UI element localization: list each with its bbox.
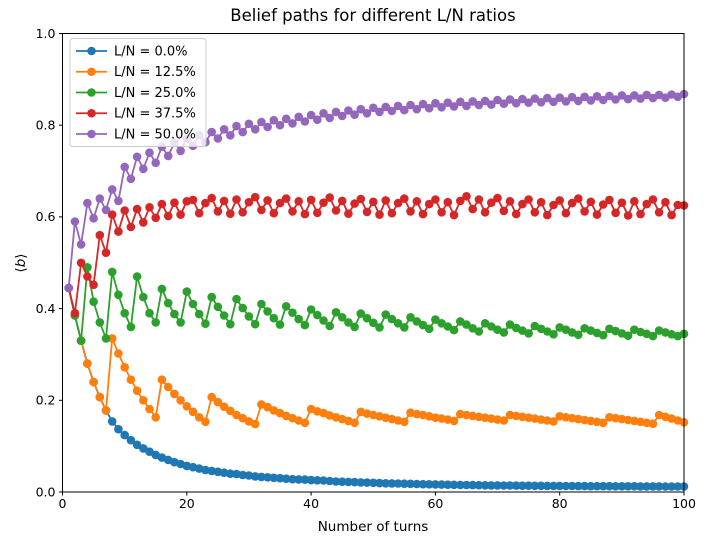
legend-label: L/N = 0.0%	[114, 44, 188, 59]
series-LN37.5	[64, 192, 689, 318]
legend-entry: L/N = 0.0%	[76, 44, 188, 59]
legend-label: L/N = 37.5%	[114, 107, 196, 122]
y-tick-label: 0.8	[36, 118, 56, 133]
legend: L/N = 0.0% L/N = 12.5% L/N = 25.0% L/N = 37…	[69, 38, 207, 147]
plot-frame	[62, 33, 685, 493]
x-tick-label: 100	[672, 496, 696, 511]
legend-box	[69, 38, 207, 147]
series-LN12.5	[64, 283, 689, 429]
series-LN25.0	[64, 263, 689, 346]
y-tick-label: 0.4	[36, 301, 56, 316]
y-tick-label: 0.2	[36, 393, 56, 408]
x-tick-label: 20	[179, 496, 195, 511]
legend-marker-icon	[87, 88, 96, 97]
legend-marker-icon	[87, 108, 96, 118]
y-tick-label: 0.0	[36, 484, 56, 499]
legend-marker-icon	[87, 46, 96, 56]
x-tick-label: 40	[303, 496, 319, 511]
y-tick-label: 1.0	[36, 26, 56, 41]
legend-label: L/N = 50.0%	[114, 127, 196, 142]
legend-entry: L/N = 50.0%	[76, 127, 196, 142]
x-axis-label: Number of turns	[318, 519, 429, 535]
legend-entry: L/N = 37.5%	[76, 107, 196, 122]
x-tick-label: 60	[427, 496, 443, 511]
legend-marker-icon	[87, 67, 96, 77]
x-tick-label: 0	[59, 496, 67, 511]
y-axis-label: ⟨b⟩	[13, 253, 29, 272]
series-layer	[64, 89, 689, 491]
legend-entry: L/N = 25.0%	[76, 86, 196, 101]
legend-marker-icon	[87, 129, 96, 139]
x-tick-label: 80	[552, 496, 568, 511]
chart-title: Belief paths for different L/N ratios	[230, 6, 515, 25]
legend-label: L/N = 12.5%	[114, 65, 196, 80]
axis-ticks: 0 20 40 60 80 100 0.0 0.2 0.4 0.6 0.8 1.0	[36, 26, 696, 511]
legend-entry: L/N = 12.5%	[76, 65, 196, 80]
y-tick-label: 0.6	[36, 209, 56, 224]
legend-label: L/N = 25.0%	[114, 86, 196, 101]
